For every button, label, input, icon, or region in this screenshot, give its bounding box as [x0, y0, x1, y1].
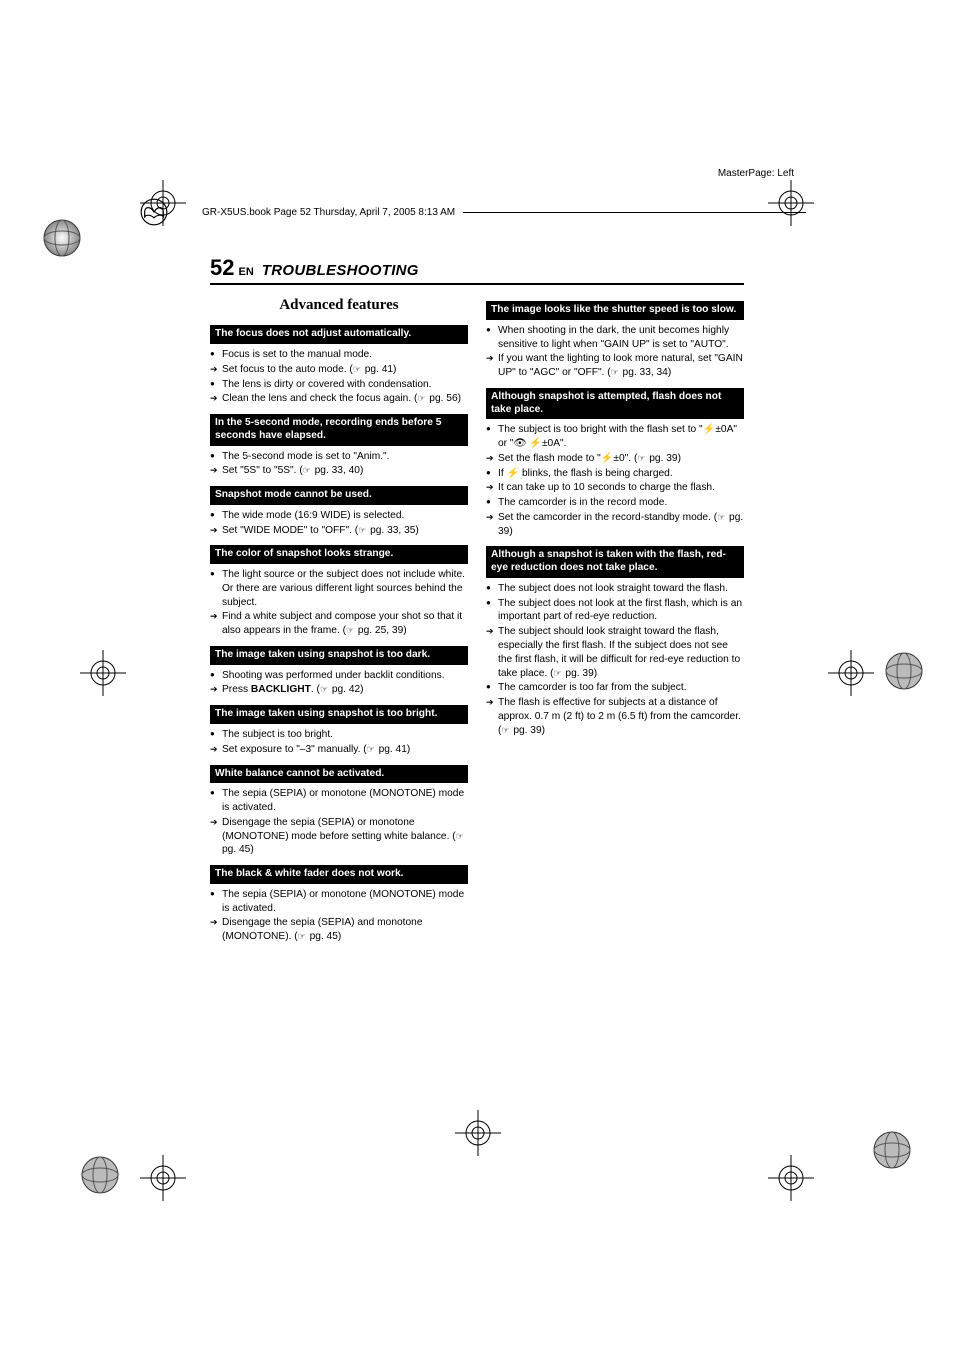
trouble-heading: The focus does not adjust automatically.: [210, 325, 468, 344]
page: MasterPage: Left GR-X5US.book Page 52 Th…: [0, 0, 954, 1351]
trouble-heading: White balance cannot be activated.: [210, 765, 468, 784]
fix-item: Set the camcorder in the record-standby …: [486, 511, 744, 539]
columns: Advanced features The focus does not adj…: [210, 293, 744, 946]
fix-item: Set "5S" to "5S". ( pg. 33, 40): [210, 464, 468, 478]
cause-item: Shooting was performed under backlit con…: [210, 669, 468, 683]
trouble-item-list: The sepia (SEPIA) or monotone (MONOTONE)…: [210, 787, 468, 857]
cause-item: The subject does not look straight towar…: [486, 582, 744, 596]
page-lang: EN: [238, 266, 253, 278]
trouble-item-list: Focus is set to the manual mode.Set focu…: [210, 348, 468, 406]
page-number: 52: [210, 255, 234, 281]
trouble-item-list: The 5-second mode is set to "Anim.".Set …: [210, 450, 468, 479]
crop-target-icon: [768, 180, 814, 226]
subheading-advanced: Advanced features: [210, 295, 468, 315]
trouble-item-list: The subject is too bright.Set exposure t…: [210, 728, 468, 757]
page-header: 52 EN TROUBLESHOOTING: [210, 255, 744, 285]
fix-item: Set focus to the auto mode. ( pg. 41): [210, 363, 468, 377]
cause-item: The subject is too bright.: [210, 728, 468, 742]
trouble-heading: The color of snapshot looks strange.: [210, 545, 468, 564]
cause-item: The wide mode (16:9 WIDE) is selected.: [210, 509, 468, 523]
fix-item: Press BACKLIGHT. ( pg. 42): [210, 683, 468, 697]
cause-item: The subject is too bright with the flash…: [486, 423, 744, 451]
left-column: Advanced features The focus does not adj…: [210, 293, 468, 946]
fix-item: Find a white subject and compose your sh…: [210, 610, 468, 638]
trouble-heading: Although snapshot is attempted, flash do…: [486, 388, 744, 420]
trouble-heading: Although a snapshot is taken with the fl…: [486, 546, 744, 578]
crop-target-icon: [140, 1155, 186, 1201]
fix-item: Disengage the sepia (SEPIA) and monotone…: [210, 916, 468, 944]
trouble-heading: The image taken using snapshot is too da…: [210, 646, 468, 665]
cause-item: If ⚡ blinks, the flash is being charged.: [486, 467, 744, 481]
trouble-heading: In the 5-second mode, recording ends bef…: [210, 414, 468, 446]
right-column: The image looks like the shutter speed i…: [486, 293, 744, 946]
trouble-item-list: The sepia (SEPIA) or monotone (MONOTONE)…: [210, 888, 468, 944]
fix-item: Disengage the sepia (SEPIA) or monotone …: [210, 816, 468, 857]
masterpage-label: MasterPage: Left: [718, 168, 794, 179]
fix-item: The flash is effective for subjects at a…: [486, 696, 744, 737]
crop-target-icon: [140, 180, 186, 226]
crop-target-icon: [828, 650, 874, 696]
header-rule: [463, 212, 806, 213]
globe-icon: [884, 651, 924, 691]
cause-item: The light source or the subject does not…: [210, 568, 468, 609]
trouble-item-list: When shooting in the dark, the unit beco…: [486, 324, 744, 380]
cause-item: The lens is dirty or covered with conden…: [210, 378, 468, 392]
crop-target-icon: [768, 1155, 814, 1201]
fix-item: Set exposure to "–3" manually. ( pg. 41): [210, 743, 468, 757]
trouble-item-list: The subject does not look straight towar…: [486, 582, 744, 737]
cause-item: The sepia (SEPIA) or monotone (MONOTONE)…: [210, 787, 468, 815]
trouble-item-list: The subject is too bright with the flash…: [486, 423, 744, 538]
trouble-heading: The image taken using snapshot is too br…: [210, 705, 468, 724]
cause-item: The sepia (SEPIA) or monotone (MONOTONE)…: [210, 888, 468, 916]
trouble-heading: The image looks like the shutter speed i…: [486, 301, 744, 320]
fix-item: It can take up to 10 seconds to charge t…: [486, 481, 744, 495]
fix-item: Set "WIDE MODE" to "OFF". ( pg. 33, 35): [210, 524, 468, 538]
crop-target-icon: [80, 650, 126, 696]
cause-item: The 5-second mode is set to "Anim.".: [210, 450, 468, 464]
globe-icon: [872, 1130, 912, 1170]
globe-icon: [80, 1155, 120, 1195]
cause-item: The camcorder is too far from the subjec…: [486, 681, 744, 695]
fix-item: Set the flash mode to "⚡±0". ( pg. 39): [486, 452, 744, 466]
content-area: 52 EN TROUBLESHOOTING Advanced features …: [210, 255, 744, 946]
book-header-line: GR-X5US.book Page 52 Thursday, April 7, …: [140, 198, 814, 226]
trouble-item-list: Shooting was performed under backlit con…: [210, 669, 468, 698]
crop-target-icon: [455, 1110, 501, 1156]
globe-icon: [42, 218, 82, 258]
fix-item: The subject should look straight toward …: [486, 625, 744, 680]
cause-item: When shooting in the dark, the unit beco…: [486, 324, 744, 352]
cause-item: Focus is set to the manual mode.: [210, 348, 468, 362]
fix-item: If you want the lighting to look more na…: [486, 352, 744, 380]
book-line-text: GR-X5US.book Page 52 Thursday, April 7, …: [202, 207, 455, 218]
trouble-item-list: The wide mode (16:9 WIDE) is selected.Se…: [210, 509, 468, 538]
section-title: TROUBLESHOOTING: [262, 262, 419, 279]
trouble-heading: The black & white fader does not work.: [210, 865, 468, 884]
cause-item: The subject does not look at the first f…: [486, 597, 744, 625]
fix-item: Clean the lens and check the focus again…: [210, 392, 468, 406]
cause-item: The camcorder is in the record mode.: [486, 496, 744, 510]
trouble-item-list: The light source or the subject does not…: [210, 568, 468, 638]
trouble-heading: Snapshot mode cannot be used.: [210, 486, 468, 505]
